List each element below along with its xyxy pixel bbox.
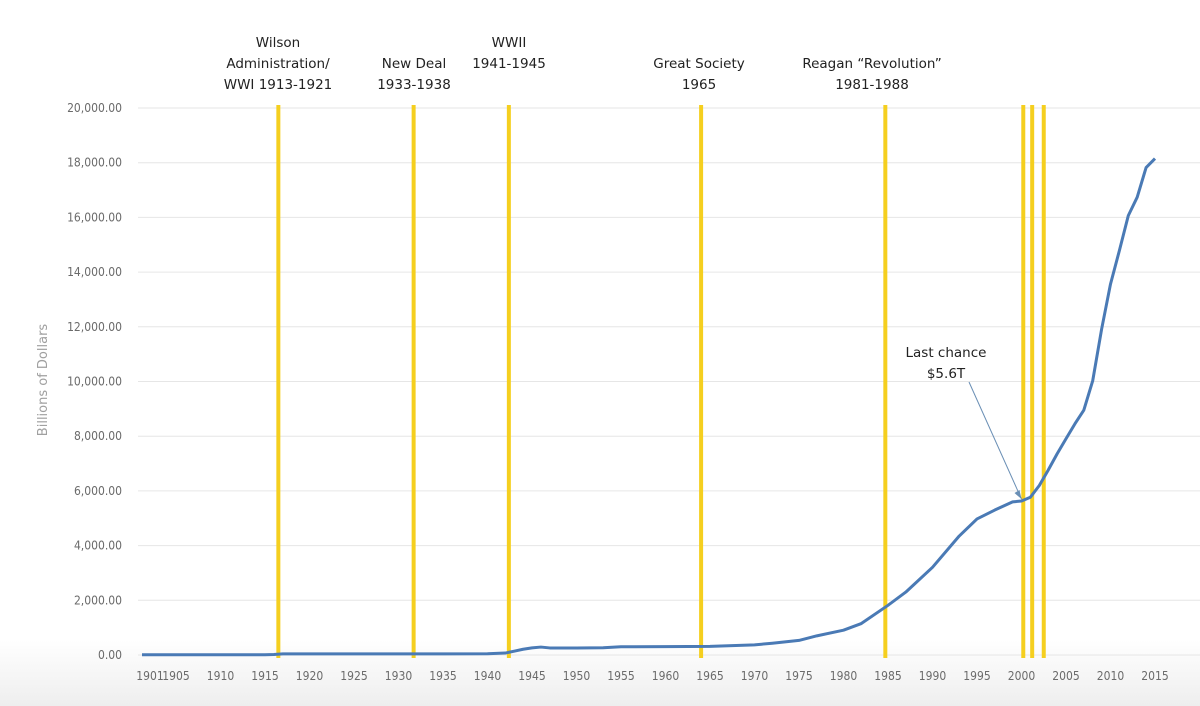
debt-series-line [142, 157, 1157, 657]
reagan-annotation-line: Reagan “Revolution” [802, 56, 941, 72]
reagan-annotation-line: 1981-1988 [835, 77, 909, 93]
y-tick-label: 6,000.00 [74, 484, 122, 498]
x-tick-label: 1975 [785, 669, 812, 683]
y-tick-label: 16,000.00 [67, 210, 122, 224]
y-axis-label: Billions of Dollars [36, 324, 51, 437]
y-tick-label: 12,000.00 [67, 320, 122, 334]
x-tick-label: 2005 [1052, 669, 1079, 683]
last-chance-annotation-line: Last chance [906, 345, 987, 361]
x-tick-label: 1925 [340, 669, 367, 683]
y-axis-ticks: 0.00 2,000.00 4,000.00 6,000.00 8,000.00 10,0… [67, 101, 122, 662]
great-society-annotation-line: Great Society [653, 56, 744, 72]
x-tick-label: 1935 [429, 669, 456, 683]
x-tick-label: 1990 [919, 669, 947, 683]
x-tick-label: 1940 [474, 669, 502, 683]
x-tick-label: 1945 [518, 669, 545, 683]
x-tick-label: 1950 [563, 669, 591, 683]
x-tick-label: 1920 [296, 669, 324, 683]
x-tick-label: 1915 [251, 669, 278, 683]
last-chance-annotation-line: $5.6T [927, 366, 966, 382]
new-deal-annotation-line: 1933-1938 [377, 77, 451, 93]
x-tick-label: 2000 [1008, 669, 1036, 683]
x-tick-label: 1905 [162, 669, 189, 683]
x-tick-label: 2015 [1141, 669, 1168, 683]
new-deal-annotation-line: New Deal [382, 56, 446, 72]
x-tick-label: 1965 [696, 669, 723, 683]
x-tick-label: 1970 [741, 669, 769, 683]
x-tick-label: 1960 [652, 669, 680, 683]
x-tick-label: 2010 [1097, 669, 1125, 683]
wilson-annotation-line: WWI 1913-1921 [224, 77, 333, 93]
gridlines [138, 107, 1200, 656]
series [142, 157, 1157, 657]
x-tick-label: 1980 [830, 669, 858, 683]
event-lines [276, 105, 1046, 658]
wilson-annotation-line: Wilson [256, 35, 300, 51]
y-tick-label: 14,000.00 [67, 265, 122, 279]
x-tick-label: 1910 [207, 669, 235, 683]
y-tick-label: 0.00 [98, 648, 122, 662]
annotation-arrow [968, 381, 1022, 500]
wwii-annotation-line: WWII [492, 35, 527, 51]
y-tick-label: 4,000.00 [74, 539, 122, 553]
wilson-annotation-line: Administration/ [226, 56, 330, 72]
y-tick-label: 20,000.00 [67, 101, 122, 115]
great-society-annotation-line: 1965 [682, 77, 716, 93]
wwii-annotation-line: 1941-1945 [472, 56, 546, 72]
y-tick-label: 10,000.00 [67, 375, 122, 389]
x-tick-label: 1995 [963, 669, 990, 683]
x-tick-label: 1985 [874, 669, 901, 683]
y-tick-label: 2,000.00 [74, 593, 122, 607]
x-tick-label: 1930 [385, 669, 413, 683]
x-tick-label: 1901 [136, 669, 163, 683]
annotations: Wilson Administration/WWI 1913-1921 New De… [224, 35, 1022, 500]
y-tick-label: 18,000.00 [67, 156, 122, 170]
y-tick-label: 8,000.00 [74, 429, 122, 443]
x-tick-label: 1955 [607, 669, 634, 683]
arrow-head-icon [1014, 490, 1022, 500]
